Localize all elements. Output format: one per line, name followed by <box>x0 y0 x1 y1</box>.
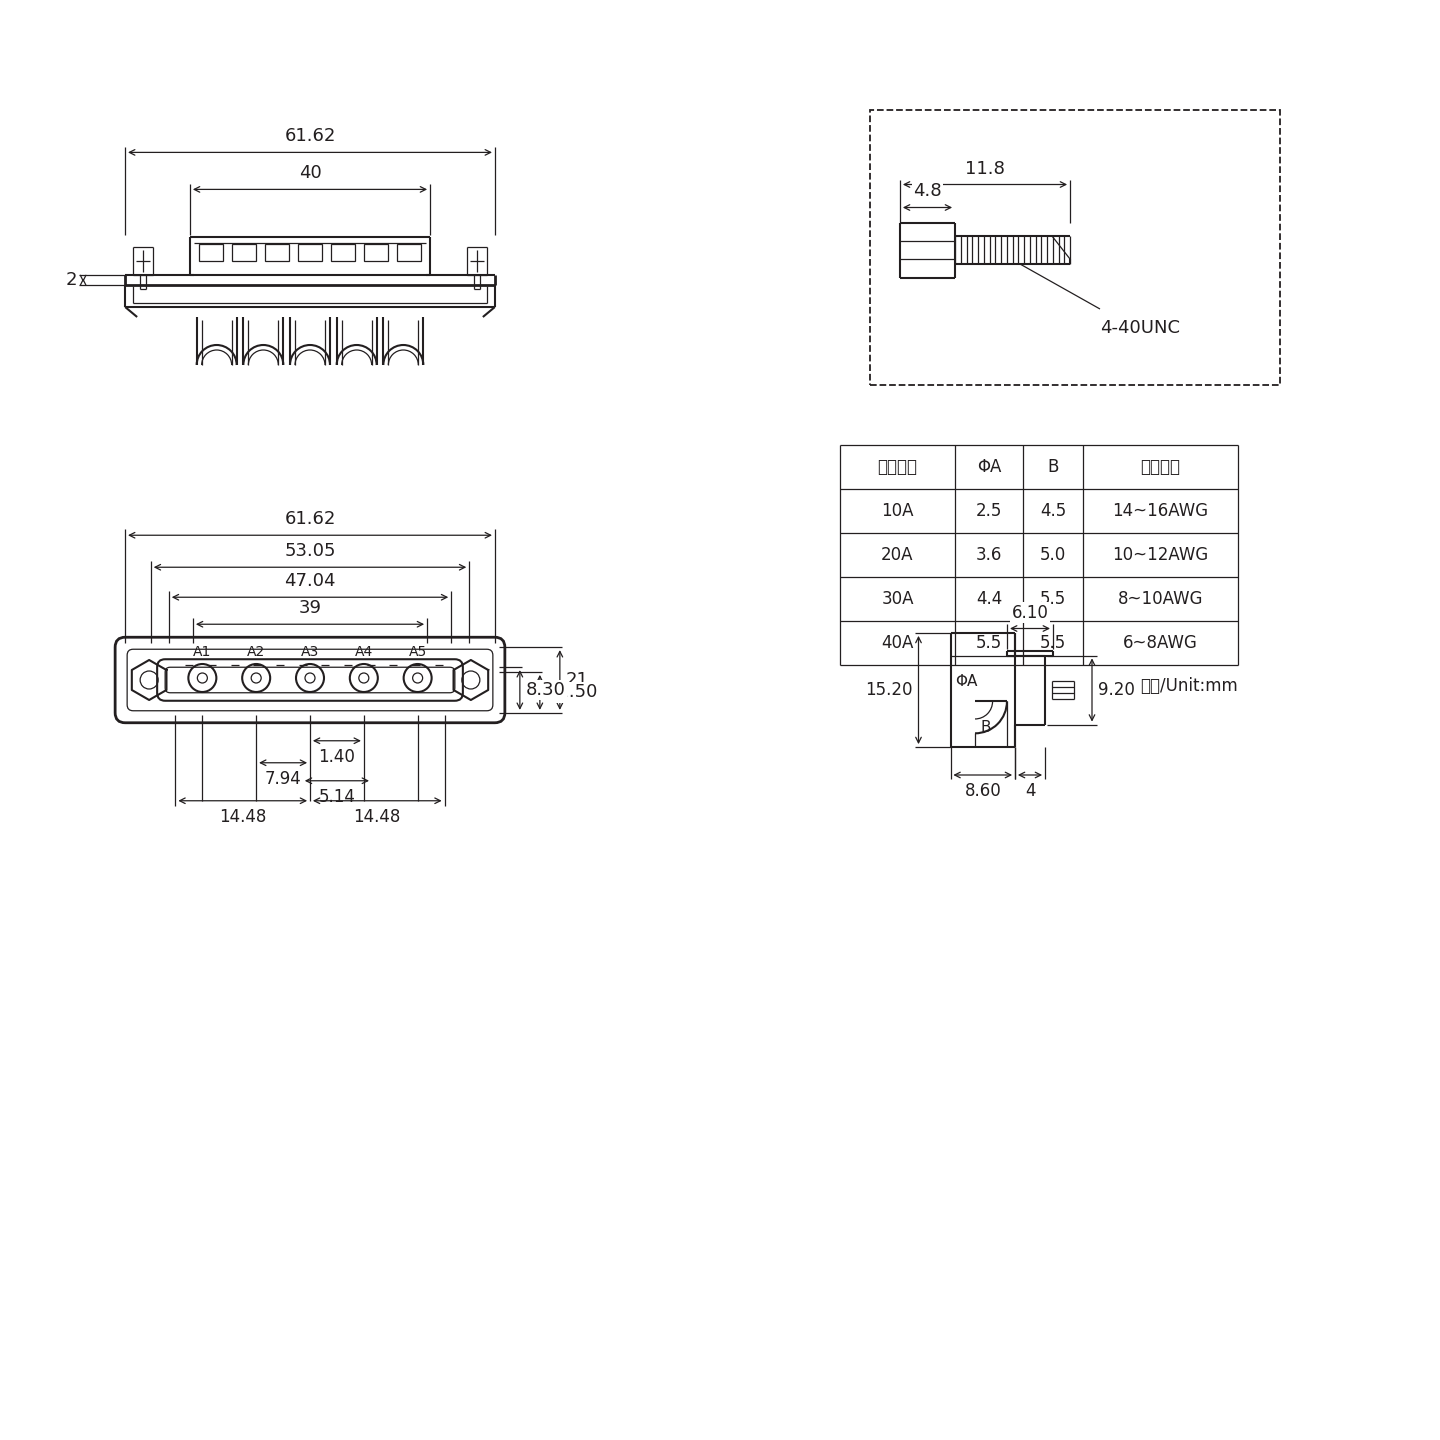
Text: 53.05: 53.05 <box>284 543 336 560</box>
Text: 单位/Unit:mm: 单位/Unit:mm <box>1140 677 1238 696</box>
Text: A1: A1 <box>193 645 212 660</box>
Bar <box>364 245 387 262</box>
Text: 7.94: 7.94 <box>265 770 301 788</box>
Bar <box>331 245 356 262</box>
Text: 1.40: 1.40 <box>318 747 356 766</box>
Text: 8~10AWG: 8~10AWG <box>1117 590 1204 608</box>
Text: A4: A4 <box>354 645 373 660</box>
Text: 5.0: 5.0 <box>1040 546 1066 564</box>
Text: 15.20: 15.20 <box>865 681 913 698</box>
Text: ΦA: ΦA <box>956 674 978 690</box>
Bar <box>870 109 1280 384</box>
Bar <box>199 245 223 262</box>
Text: 6.10: 6.10 <box>1011 603 1048 622</box>
Text: 6~8AWG: 6~8AWG <box>1123 634 1198 652</box>
Text: 5.14: 5.14 <box>318 788 356 806</box>
Text: 40: 40 <box>298 164 321 183</box>
Text: 8.30: 8.30 <box>526 681 566 698</box>
Text: 2.5: 2.5 <box>976 503 1002 520</box>
Text: 5.5: 5.5 <box>976 634 1002 652</box>
Bar <box>265 245 289 262</box>
Text: A3: A3 <box>301 645 320 660</box>
Text: 5.5: 5.5 <box>1040 590 1066 608</box>
Text: 线材规格: 线材规格 <box>1140 458 1181 477</box>
Text: 30A: 30A <box>881 590 914 608</box>
Text: 2: 2 <box>66 271 78 289</box>
Text: 21: 21 <box>566 671 589 688</box>
Text: 14.48: 14.48 <box>219 808 266 825</box>
Text: 47.04: 47.04 <box>284 572 336 590</box>
Text: 61.62: 61.62 <box>284 510 336 528</box>
Text: 4.4: 4.4 <box>976 590 1002 608</box>
Text: 3.6: 3.6 <box>976 546 1002 564</box>
Text: 40A: 40A <box>881 634 914 652</box>
Text: B: B <box>1047 458 1058 477</box>
Bar <box>298 245 323 262</box>
Text: 9.20: 9.20 <box>1099 681 1135 698</box>
Text: 10A: 10A <box>881 503 914 520</box>
Text: 5.5: 5.5 <box>1040 634 1066 652</box>
Text: 39: 39 <box>298 599 321 618</box>
Text: 4-40UNC: 4-40UNC <box>1100 320 1179 337</box>
Text: 额定电流: 额定电流 <box>877 458 917 477</box>
Text: 20A: 20A <box>881 546 914 564</box>
Bar <box>232 245 256 262</box>
Text: 61.62: 61.62 <box>284 127 336 145</box>
Text: 10~12AWG: 10~12AWG <box>1112 546 1208 564</box>
Text: 14~16AWG: 14~16AWG <box>1113 503 1208 520</box>
Text: ΦA: ΦA <box>976 458 1001 477</box>
Text: 4: 4 <box>1025 782 1035 801</box>
Text: B: B <box>981 720 991 734</box>
Text: 12.50: 12.50 <box>546 684 598 701</box>
Text: 8.60: 8.60 <box>965 782 1001 801</box>
Text: 4.5: 4.5 <box>1040 503 1066 520</box>
Text: 14.48: 14.48 <box>354 808 400 825</box>
Text: A2: A2 <box>248 645 265 660</box>
Bar <box>397 245 420 262</box>
Text: 11.8: 11.8 <box>965 160 1005 177</box>
Text: 4.8: 4.8 <box>913 183 942 200</box>
Text: A5: A5 <box>409 645 426 660</box>
